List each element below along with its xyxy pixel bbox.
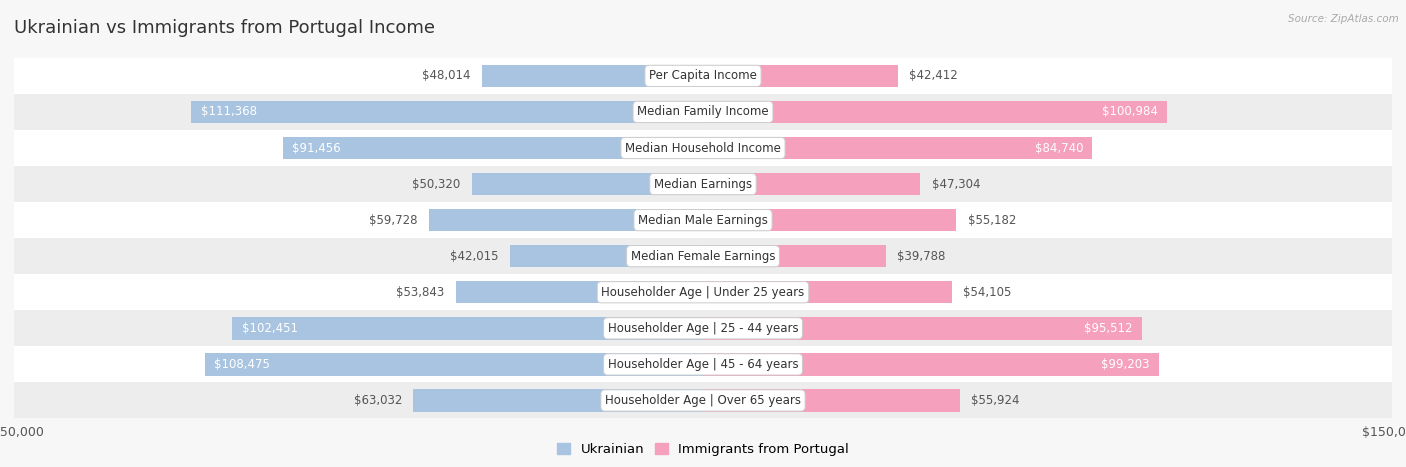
Text: Householder Age | 45 - 64 years: Householder Age | 45 - 64 years	[607, 358, 799, 371]
Text: $102,451: $102,451	[242, 322, 298, 335]
Text: Median Earnings: Median Earnings	[654, 177, 752, 191]
Text: $39,788: $39,788	[897, 250, 946, 263]
Text: $100,984: $100,984	[1102, 106, 1157, 119]
Text: $42,412: $42,412	[910, 70, 957, 82]
Bar	[205, 353, 703, 375]
Bar	[703, 389, 960, 411]
Bar	[703, 137, 1092, 159]
Text: $47,304: $47,304	[932, 177, 980, 191]
Bar	[429, 209, 703, 231]
Text: $55,182: $55,182	[967, 213, 1017, 226]
Bar	[14, 310, 1392, 347]
Bar	[191, 101, 703, 123]
Text: $48,014: $48,014	[422, 70, 471, 82]
Bar	[14, 166, 1392, 202]
Text: Householder Age | 25 - 44 years: Householder Age | 25 - 44 years	[607, 322, 799, 335]
Bar	[703, 281, 952, 304]
Bar	[510, 245, 703, 268]
Bar	[14, 274, 1392, 310]
Bar	[14, 58, 1392, 94]
Text: Householder Age | Under 25 years: Householder Age | Under 25 years	[602, 286, 804, 299]
Text: $95,512: $95,512	[1084, 322, 1132, 335]
Text: $59,728: $59,728	[368, 213, 418, 226]
Bar	[14, 202, 1392, 238]
Bar	[14, 347, 1392, 382]
Text: Ukrainian vs Immigrants from Portugal Income: Ukrainian vs Immigrants from Portugal In…	[14, 19, 434, 37]
Bar	[14, 94, 1392, 130]
Text: Per Capita Income: Per Capita Income	[650, 70, 756, 82]
Bar	[14, 130, 1392, 166]
Bar	[14, 382, 1392, 418]
Text: Householder Age | Over 65 years: Householder Age | Over 65 years	[605, 394, 801, 407]
Bar	[413, 389, 703, 411]
Bar	[232, 317, 703, 340]
Text: Median Household Income: Median Household Income	[626, 142, 780, 155]
Bar	[703, 353, 1159, 375]
Text: $42,015: $42,015	[450, 250, 499, 263]
Text: Source: ZipAtlas.com: Source: ZipAtlas.com	[1288, 14, 1399, 24]
Bar	[456, 281, 703, 304]
Bar	[283, 137, 703, 159]
Text: $99,203: $99,203	[1101, 358, 1150, 371]
Bar	[703, 317, 1142, 340]
Text: $84,740: $84,740	[1035, 142, 1083, 155]
Text: $111,368: $111,368	[201, 106, 257, 119]
Text: Median Female Earnings: Median Female Earnings	[631, 250, 775, 263]
Text: $53,843: $53,843	[396, 286, 444, 299]
Bar	[703, 101, 1167, 123]
Bar	[703, 65, 898, 87]
Bar	[703, 173, 921, 195]
Bar	[703, 245, 886, 268]
Text: Median Male Earnings: Median Male Earnings	[638, 213, 768, 226]
Text: $55,924: $55,924	[972, 394, 1019, 407]
Text: $63,032: $63,032	[354, 394, 402, 407]
Text: Median Family Income: Median Family Income	[637, 106, 769, 119]
Text: $50,320: $50,320	[412, 177, 460, 191]
Bar	[472, 173, 703, 195]
Bar	[482, 65, 703, 87]
Text: $108,475: $108,475	[214, 358, 270, 371]
Bar	[14, 238, 1392, 274]
Bar	[703, 209, 956, 231]
Text: $54,105: $54,105	[963, 286, 1011, 299]
Text: $91,456: $91,456	[292, 142, 340, 155]
Legend: Ukrainian, Immigrants from Portugal: Ukrainian, Immigrants from Portugal	[551, 438, 855, 461]
